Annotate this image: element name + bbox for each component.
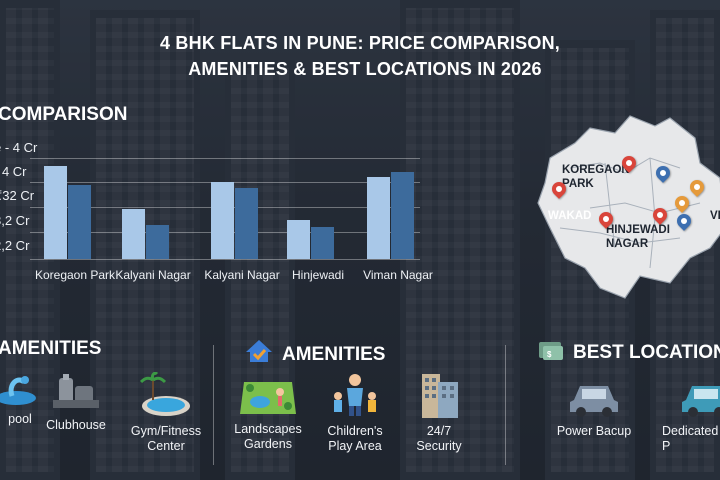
section-divider — [505, 345, 506, 465]
gym-pool-icon — [139, 371, 193, 418]
bar-light — [286, 219, 310, 259]
family-icon — [327, 372, 383, 418]
x-tick-label: Hinjewadi — [291, 268, 345, 282]
x-tick-label: Koregaon Park — [34, 268, 116, 282]
comparison-heading: COMPARISON — [0, 104, 128, 125]
house-check-icon — [244, 338, 274, 370]
bar-dark — [390, 171, 414, 259]
y-tick-label: 3,2 Cr — [0, 213, 30, 228]
section-divider — [213, 345, 214, 465]
map-shape — [537, 115, 720, 299]
bar-dark — [145, 225, 169, 259]
car-icon — [566, 378, 622, 418]
bar-dark — [234, 188, 258, 259]
bar-light — [43, 166, 67, 259]
y-tick-label: e - 4 Cr — [0, 140, 38, 155]
gridline — [30, 158, 420, 159]
page-title: 4 BHK FLATS IN PUNE: PRICE COMPARISON, A… — [0, 30, 720, 82]
bar-light — [121, 208, 145, 259]
amenities-heading-1: AMENITIES — [0, 338, 102, 359]
swimming-pool-icon — [0, 372, 38, 406]
amenity-security: 24/7 Security — [404, 368, 474, 454]
map-label-wakad: WAKAD — [548, 210, 592, 222]
garden-icon — [238, 374, 298, 416]
map-label-viman: VI — [710, 210, 720, 222]
amenity-dedicated-parking: Dedicated P — [656, 378, 720, 454]
parking-car-icon — [678, 378, 720, 418]
pune-locations-map: KOREGAON PARK WAKAD HINJEWADI NAGAR VI — [530, 108, 720, 303]
clubhouse-icon — [49, 372, 103, 412]
amenities-heading-2: AMENITIES — [244, 338, 385, 370]
best-location-heading: $ BEST LOCATION — [537, 338, 720, 368]
amenity-pool: pool — [0, 372, 40, 427]
amenity-power-backup: Power Bacup — [552, 378, 636, 439]
amenity-clubhouse: Clubhouse — [42, 372, 110, 433]
title-line-2: AMENITIES & BEST LOCATIONS IN 2026 — [188, 59, 542, 79]
gridline — [30, 259, 420, 260]
bar-light — [366, 177, 390, 259]
svg-text:$: $ — [547, 350, 552, 359]
bar-dark — [67, 184, 91, 259]
y-tick-label: 2,2 Cr — [0, 238, 30, 253]
x-tick-label: Kalyani Nagar — [115, 268, 191, 282]
map-label-hinjewadi: HINJEWADI NAGAR — [606, 224, 670, 250]
map-label-koregaon-park: KOREGAON PARK — [562, 164, 630, 190]
building-security-icon — [412, 368, 466, 418]
y-tick-label: - 4 Cr — [0, 164, 27, 179]
y-tick-label: ₹32 Cr — [0, 188, 35, 203]
amenity-gardens: Landscapes Gardens — [230, 374, 306, 452]
amenity-play-area: Children's Play Area — [318, 372, 392, 454]
amenity-gym: Gym/Fitness Center — [126, 371, 206, 454]
x-tick-label: Kalyani Nagar — [204, 268, 280, 282]
bar-light — [210, 181, 234, 259]
title-line-1: 4 BHK FLATS IN PUNE: PRICE COMPARISON, — [160, 33, 560, 53]
bar-dark — [310, 227, 334, 259]
money-icon: $ — [537, 338, 565, 368]
x-tick-label: Viman Nagar — [363, 268, 433, 282]
